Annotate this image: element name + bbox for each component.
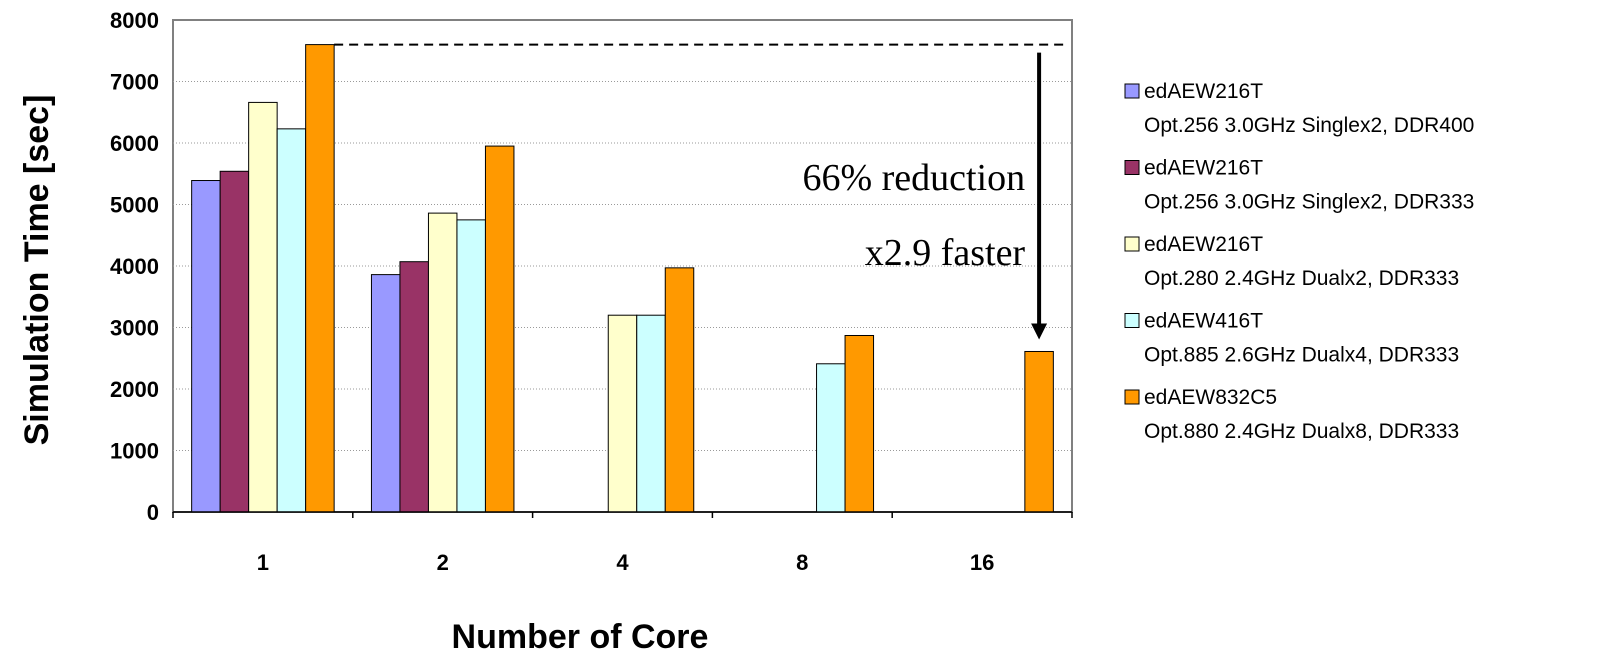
bar bbox=[1024, 350, 1054, 513]
x-tick-label: 4 bbox=[616, 550, 629, 575]
y-tick-label: 8000 bbox=[110, 8, 159, 33]
legend-swatch bbox=[1124, 236, 1140, 252]
legend-swatch bbox=[1124, 83, 1140, 99]
annotation-line-2: x2.9 faster bbox=[865, 232, 1026, 274]
legend-series-detail: Opt.885 2.6GHz Dualx4, DDR333 bbox=[1144, 344, 1459, 367]
bar bbox=[607, 314, 638, 513]
x-tick-label: 16 bbox=[970, 550, 994, 575]
y-tick-label: 3000 bbox=[110, 316, 159, 341]
x-axis-title: Number of Core bbox=[452, 618, 709, 656]
bar bbox=[219, 170, 250, 513]
legend-series-name: edAEW416T bbox=[1144, 310, 1263, 333]
legend-series-name: edAEW832C5 bbox=[1144, 386, 1277, 409]
bar bbox=[370, 274, 401, 513]
legend-series-detail: Opt.256 3.0GHz Singlex2, DDR400 bbox=[1144, 114, 1474, 137]
legend: edAEW216T Opt.256 3.0GHz Singlex2, DDR400… bbox=[1124, 80, 1474, 443]
legend-series-name: edAEW216T bbox=[1144, 157, 1263, 180]
x-axis-ticks: 1 2 4 8 16 bbox=[172, 512, 1073, 575]
legend-series-name: edAEW216T bbox=[1144, 233, 1263, 256]
bar bbox=[427, 212, 458, 513]
bar bbox=[484, 145, 515, 513]
bar bbox=[248, 101, 278, 513]
arrow-head-icon bbox=[1031, 323, 1048, 340]
legend-series-detail: Opt.256 3.0GHz Singlex2, DDR333 bbox=[1144, 191, 1474, 214]
bar bbox=[636, 314, 666, 513]
y-tick-label: 0 bbox=[147, 500, 159, 525]
annotation: 66% reduction x2.9 faster bbox=[334, 43, 1068, 340]
legend-swatch bbox=[1124, 160, 1140, 175]
y-tick-label: 7000 bbox=[110, 70, 159, 95]
bar bbox=[816, 363, 846, 513]
bar bbox=[276, 128, 307, 513]
bar bbox=[399, 261, 429, 513]
bar bbox=[456, 219, 486, 513]
y-tick-label: 1000 bbox=[110, 439, 159, 464]
x-tick-label: 2 bbox=[437, 550, 449, 575]
bars bbox=[191, 44, 1054, 513]
legend-series-name: edAEW216T bbox=[1144, 80, 1263, 103]
y-tick-label: 5000 bbox=[110, 193, 159, 218]
annotation-line-1: 66% reduction bbox=[802, 157, 1025, 199]
legend-series-detail: Opt.280 2.4GHz Dualx2, DDR333 bbox=[1144, 267, 1459, 290]
legend-swatch bbox=[1124, 313, 1140, 328]
bar bbox=[305, 44, 335, 513]
x-tick-label: 8 bbox=[796, 550, 808, 575]
legend-swatch bbox=[1124, 389, 1140, 405]
y-tick-label: 6000 bbox=[110, 131, 159, 156]
y-tick-label: 4000 bbox=[110, 254, 159, 279]
y-tick-label: 2000 bbox=[110, 377, 159, 402]
legend-series-detail: Opt.880 2.4GHz Dualx8, DDR333 bbox=[1144, 420, 1459, 443]
bar bbox=[191, 180, 221, 513]
bar bbox=[664, 267, 695, 513]
y-axis-ticks: 0 1000 2000 3000 4000 5000 6000 7000 8000 bbox=[110, 8, 159, 525]
y-axis-title: Simulation Time [sec] bbox=[18, 95, 56, 446]
bar bbox=[844, 334, 875, 513]
x-tick-label: 1 bbox=[257, 550, 269, 575]
